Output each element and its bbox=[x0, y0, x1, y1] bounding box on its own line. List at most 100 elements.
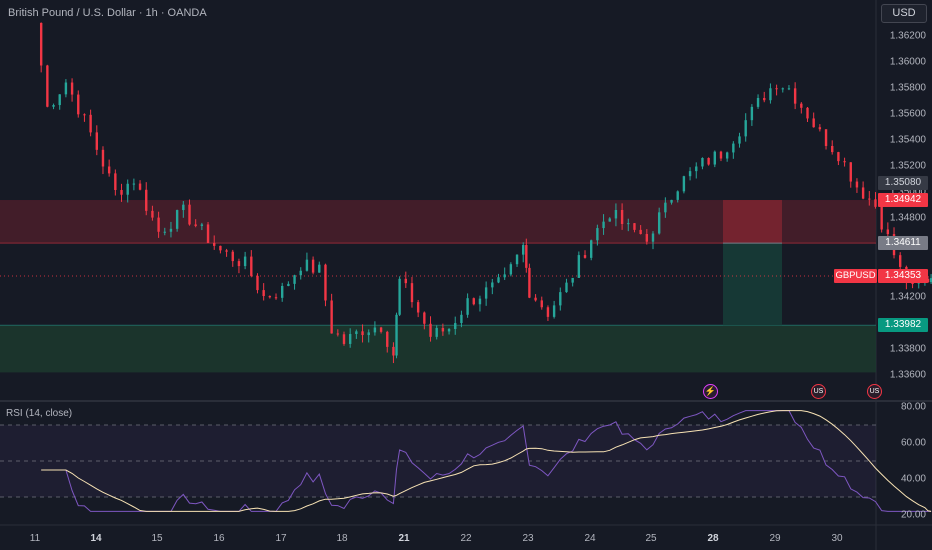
candle-body bbox=[627, 223, 630, 225]
candle-body bbox=[781, 88, 784, 90]
candle-body bbox=[58, 94, 61, 106]
candle-body bbox=[583, 255, 587, 258]
price-axis-label: 1.34200 bbox=[889, 291, 926, 303]
candle-body bbox=[318, 264, 321, 273]
price-axis-label: 1.33600 bbox=[889, 369, 926, 381]
candle-body bbox=[670, 199, 673, 203]
candle-body bbox=[361, 331, 364, 336]
candle-body bbox=[899, 255, 902, 267]
price-axis-label: 1.33800 bbox=[889, 343, 926, 355]
candle-body bbox=[95, 132, 98, 150]
candle-body bbox=[713, 151, 716, 165]
candle-body bbox=[435, 327, 438, 337]
price-tag-upper: 1.35080 bbox=[878, 176, 928, 190]
candle-body bbox=[52, 105, 55, 107]
price-axis-label: 1.36000 bbox=[889, 56, 926, 68]
price-axis-label: 1.36200 bbox=[889, 30, 926, 42]
candle-body bbox=[750, 106, 754, 121]
candle-body bbox=[398, 278, 401, 315]
candle-body bbox=[132, 183, 136, 185]
time-axis-label: 28 bbox=[707, 533, 719, 544]
candle-body bbox=[849, 162, 852, 182]
candle-body bbox=[342, 334, 346, 344]
candle-body bbox=[89, 114, 92, 133]
candle-body bbox=[175, 210, 179, 229]
candle-body bbox=[83, 114, 86, 116]
candle-body bbox=[787, 88, 791, 90]
candle-body bbox=[707, 157, 710, 165]
candle-body bbox=[645, 234, 649, 242]
us-flag-icon[interactable]: US bbox=[867, 384, 882, 399]
candle-body bbox=[336, 333, 340, 335]
candle-body bbox=[763, 97, 766, 101]
candle-body bbox=[126, 183, 129, 195]
candle-body bbox=[163, 231, 166, 233]
us-flag-icon[interactable]: US bbox=[811, 384, 826, 399]
candle-body bbox=[682, 176, 686, 192]
candle-body bbox=[664, 202, 667, 213]
candle-body bbox=[831, 145, 834, 153]
time-axis-label: 16 bbox=[213, 533, 225, 544]
price-tag-support: 1.33982 bbox=[878, 318, 928, 332]
price-axis-label: 1.34800 bbox=[889, 212, 926, 224]
time-axis-label: 30 bbox=[831, 533, 843, 544]
candle-body bbox=[911, 283, 914, 285]
candle-body bbox=[423, 312, 426, 324]
time-axis-label: 11 bbox=[29, 533, 41, 544]
candle-body bbox=[219, 245, 222, 251]
candle-body bbox=[793, 88, 797, 104]
candle-body bbox=[188, 204, 191, 225]
price-axis-label: 1.35200 bbox=[889, 160, 926, 172]
candle-body bbox=[324, 264, 327, 301]
candle-body bbox=[416, 302, 420, 313]
currency-button[interactable]: USD bbox=[881, 4, 927, 23]
candle-body bbox=[472, 298, 475, 305]
candle-body bbox=[522, 245, 525, 255]
rsi-axis-label: 80.00 bbox=[900, 401, 926, 413]
time-axis-label: 15 bbox=[151, 533, 163, 544]
candle-body bbox=[77, 94, 80, 115]
candle-body bbox=[552, 305, 556, 317]
position-target-box bbox=[723, 243, 782, 326]
candle-body bbox=[194, 224, 197, 226]
time-axis-label: 24 bbox=[584, 533, 596, 544]
rsi-axis-label: 40.00 bbox=[900, 473, 926, 485]
candle-body bbox=[676, 191, 679, 200]
candle-body bbox=[231, 251, 234, 262]
candle-body bbox=[540, 300, 543, 308]
candle-body bbox=[695, 166, 698, 172]
candle-body bbox=[243, 256, 247, 267]
candle-body bbox=[571, 277, 574, 283]
rsi-ma-line bbox=[41, 410, 932, 512]
chart-title: British Pound / U.S. Dollar · 1h · OANDA bbox=[8, 7, 207, 19]
candle-body bbox=[800, 103, 803, 108]
candle-body bbox=[447, 329, 451, 332]
candle-body bbox=[213, 242, 216, 246]
time-axis-label: 18 bbox=[336, 533, 348, 544]
candle-body bbox=[250, 256, 253, 276]
candle-body bbox=[151, 210, 154, 218]
price-axis-label: 1.35000 bbox=[889, 186, 926, 198]
lightning-icon[interactable]: ⚡ bbox=[703, 384, 718, 399]
candle-body bbox=[868, 198, 871, 200]
time-axis-label: 14 bbox=[90, 533, 102, 544]
candle-body bbox=[484, 287, 488, 299]
candle-body bbox=[299, 270, 302, 276]
candle-body bbox=[311, 259, 315, 273]
candle-body bbox=[843, 161, 846, 163]
candle-body bbox=[157, 217, 160, 232]
candle-body bbox=[565, 282, 568, 293]
candle-body bbox=[182, 204, 185, 211]
candle-body bbox=[305, 259, 309, 271]
price-axis-label: 1.35600 bbox=[889, 108, 926, 120]
price-axis-label: 1.35400 bbox=[889, 134, 926, 146]
price-tag-entry: 1.34611 bbox=[878, 236, 928, 250]
candle-body bbox=[225, 250, 228, 252]
candle-body bbox=[404, 278, 407, 284]
candle-body bbox=[855, 181, 859, 188]
candle-body bbox=[429, 323, 432, 337]
time-axis-label: 23 bbox=[522, 533, 534, 544]
candle-body bbox=[837, 152, 840, 162]
